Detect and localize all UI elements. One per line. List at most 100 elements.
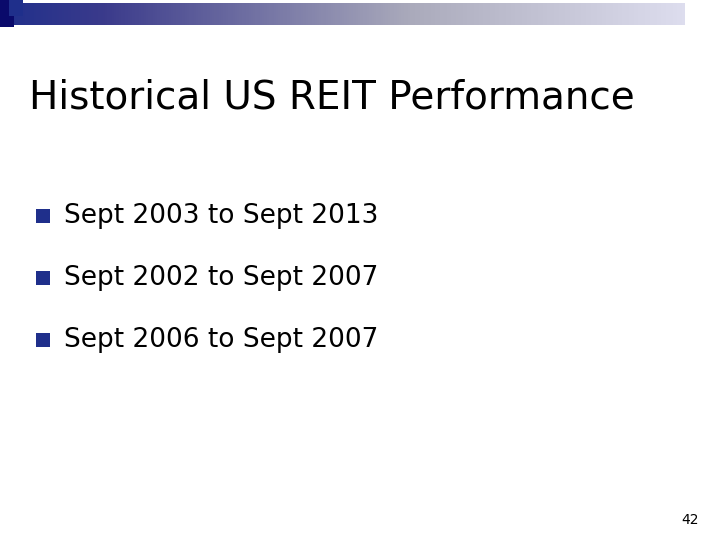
Bar bbox=[86, 3, 89, 25]
Bar bbox=[672, 3, 675, 25]
Bar bbox=[590, 3, 593, 25]
Bar bbox=[157, 3, 161, 25]
Bar bbox=[385, 3, 388, 25]
Bar bbox=[121, 3, 124, 25]
Bar bbox=[356, 3, 359, 25]
Bar bbox=[611, 3, 614, 25]
Bar bbox=[305, 3, 308, 25]
Text: Historical US REIT Performance: Historical US REIT Performance bbox=[29, 78, 634, 116]
Bar bbox=[135, 3, 138, 25]
Bar bbox=[189, 3, 192, 25]
Bar bbox=[622, 3, 626, 25]
Bar bbox=[143, 3, 147, 25]
Bar bbox=[27, 3, 30, 25]
Bar bbox=[531, 3, 534, 25]
Bar bbox=[485, 3, 489, 25]
Bar bbox=[392, 3, 395, 25]
Bar bbox=[155, 3, 158, 25]
Bar bbox=[479, 3, 482, 25]
Bar bbox=[294, 3, 297, 25]
Bar bbox=[61, 3, 65, 25]
Bar bbox=[148, 3, 151, 25]
Bar bbox=[613, 3, 616, 25]
Bar bbox=[84, 3, 87, 25]
Bar bbox=[620, 3, 623, 25]
Bar bbox=[516, 3, 518, 25]
Bar bbox=[312, 3, 315, 25]
Text: Sept 2006 to Sept 2007: Sept 2006 to Sept 2007 bbox=[64, 327, 379, 353]
Bar bbox=[346, 3, 350, 25]
Bar bbox=[447, 3, 450, 25]
Bar bbox=[502, 3, 505, 25]
Bar bbox=[666, 3, 669, 25]
Bar bbox=[454, 3, 456, 25]
Bar bbox=[292, 3, 295, 25]
Text: Sept 2002 to Sept 2007: Sept 2002 to Sept 2007 bbox=[64, 265, 379, 291]
Bar bbox=[299, 3, 302, 25]
Bar bbox=[565, 3, 569, 25]
Bar bbox=[310, 3, 313, 25]
Bar bbox=[326, 3, 329, 25]
Bar bbox=[80, 3, 83, 25]
Bar bbox=[180, 3, 183, 25]
Bar bbox=[266, 3, 270, 25]
Bar bbox=[420, 3, 423, 25]
Bar bbox=[490, 3, 493, 25]
Bar bbox=[201, 3, 204, 25]
Bar bbox=[174, 3, 176, 25]
Bar bbox=[586, 3, 589, 25]
Bar bbox=[659, 3, 662, 25]
Bar bbox=[315, 3, 318, 25]
Bar bbox=[342, 3, 345, 25]
Bar bbox=[670, 3, 673, 25]
Bar bbox=[390, 3, 393, 25]
Bar bbox=[321, 3, 325, 25]
Bar bbox=[568, 3, 571, 25]
Bar bbox=[372, 3, 374, 25]
Bar bbox=[242, 3, 245, 25]
Bar bbox=[413, 3, 415, 25]
Bar bbox=[308, 3, 311, 25]
Bar bbox=[153, 3, 156, 25]
Bar bbox=[107, 3, 110, 25]
Bar bbox=[536, 3, 539, 25]
Bar bbox=[168, 3, 172, 25]
Bar bbox=[543, 3, 546, 25]
Bar bbox=[506, 3, 509, 25]
Bar bbox=[20, 3, 24, 25]
Bar bbox=[410, 3, 413, 25]
Bar bbox=[283, 3, 286, 25]
Bar bbox=[545, 3, 548, 25]
Bar bbox=[481, 3, 484, 25]
Bar bbox=[634, 3, 637, 25]
Bar bbox=[469, 3, 473, 25]
Bar bbox=[223, 3, 226, 25]
Bar bbox=[192, 3, 194, 25]
Bar bbox=[680, 3, 683, 25]
Bar bbox=[649, 3, 653, 25]
Bar bbox=[73, 3, 76, 25]
Bar bbox=[358, 3, 361, 25]
Bar bbox=[415, 3, 418, 25]
Bar bbox=[451, 3, 454, 25]
Bar bbox=[449, 3, 452, 25]
Bar bbox=[117, 3, 120, 25]
Bar bbox=[150, 3, 153, 25]
Bar bbox=[66, 3, 69, 25]
Bar bbox=[595, 3, 598, 25]
Bar bbox=[351, 3, 354, 25]
Bar bbox=[495, 3, 498, 25]
Bar bbox=[212, 3, 215, 25]
Bar bbox=[604, 3, 607, 25]
Bar bbox=[164, 3, 167, 25]
Bar bbox=[438, 3, 441, 25]
Bar bbox=[510, 3, 514, 25]
Bar bbox=[248, 3, 251, 25]
Bar bbox=[14, 3, 17, 25]
Bar bbox=[549, 3, 552, 25]
Bar bbox=[25, 3, 28, 25]
Bar bbox=[71, 3, 73, 25]
Bar bbox=[217, 3, 220, 25]
Bar bbox=[647, 3, 651, 25]
Bar bbox=[53, 3, 55, 25]
